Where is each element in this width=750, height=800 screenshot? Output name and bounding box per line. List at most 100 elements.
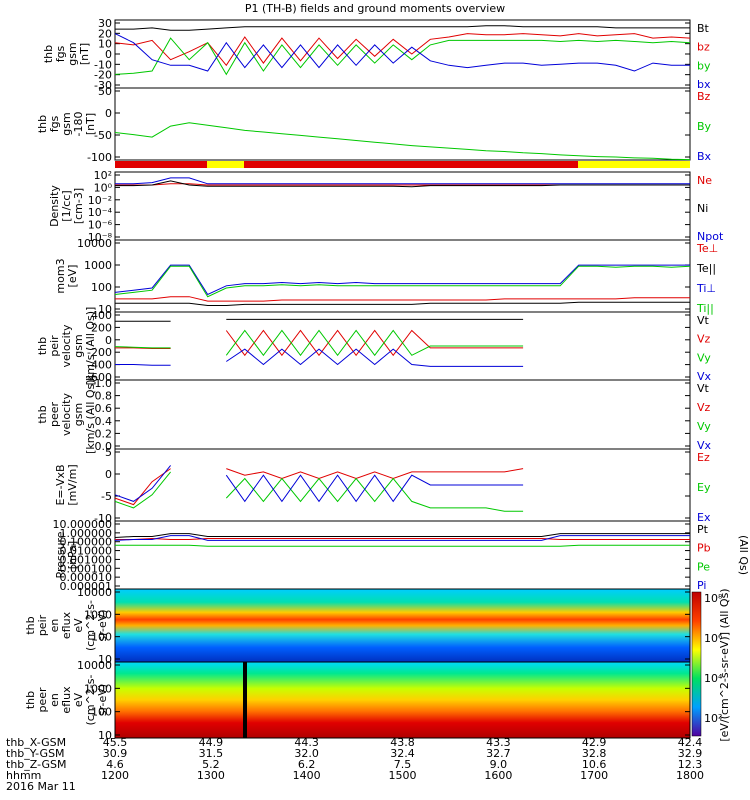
y-tick-label: 10.000000 <box>53 518 113 531</box>
series-line <box>114 37 691 76</box>
legend-entry: Pi <box>697 579 706 592</box>
legend-entry: Te⊥ <box>696 242 718 255</box>
y-axis-label: [nT] <box>78 43 91 65</box>
series-line <box>115 25 690 31</box>
ephemeris-value: 1500 <box>389 769 417 782</box>
panel-8: 10.0000001.0000000.1000000.0100000.00100… <box>53 518 750 593</box>
y-tick-label: 0 <box>105 468 112 481</box>
panel-frame <box>114 311 691 381</box>
ephemeris-table: thb_X-GSM 45.5 44.9 44.3 43.8 43.3 42.9 42.4 thb… <box>6 736 704 793</box>
ephemeris-value: 7.5 <box>394 758 412 771</box>
ephemeris-value: 32.8 <box>582 747 607 760</box>
y-tick-label: 0.000001 <box>60 580 113 593</box>
y-axis-label: eV <box>72 692 85 707</box>
y-axis-label: thb <box>24 691 37 709</box>
y-axis-label: Density <box>48 185 61 227</box>
ephemeris-value: 12.3 <box>678 758 703 771</box>
ephemeris-value: 1300 <box>197 769 225 782</box>
y-axis-label: gsm <box>72 334 85 357</box>
y-axis-label: fgs <box>48 115 61 132</box>
y-tick-label: 100 <box>91 631 112 644</box>
y-axis-label: en <box>48 619 61 633</box>
y-axis-label: eflux <box>60 611 73 639</box>
series-line <box>115 348 524 367</box>
ephemeris-value: 44.9 <box>199 736 224 749</box>
data-gap-marker <box>243 662 247 738</box>
y-axis-label: thb <box>24 616 37 634</box>
y-tick-label: 10000 <box>77 659 112 672</box>
panel-frame <box>114 19 691 89</box>
ephemeris-value: 1400 <box>293 769 321 782</box>
panel-4: 10000 1000 100 10 mom3 [eV] Te⊥ Te|| Ti⊥ Ti|| <box>54 237 718 316</box>
series-line <box>115 296 690 302</box>
plot-title: P1 (TH-B) fields and ground moments over… <box>245 2 505 15</box>
legend-entry: Vt <box>697 382 710 395</box>
y-axis-label: thb <box>36 115 49 133</box>
panel-frame <box>114 379 691 450</box>
y-tick-label: -600 <box>87 371 112 384</box>
y-tick-label: -10 <box>94 512 112 525</box>
legend-entry: Npot <box>697 230 724 243</box>
y-tick-label: 10⁻⁸ <box>88 231 113 244</box>
series-line <box>114 533 690 538</box>
series-line <box>115 329 524 357</box>
series-line <box>114 465 524 503</box>
mode-bar-segment <box>578 161 690 168</box>
y-tick-label: -5 <box>101 490 112 503</box>
y-axis-label: peir <box>48 335 61 357</box>
y-tick-label: 1000 <box>84 682 112 695</box>
legend-entry: Pt <box>697 523 709 536</box>
y-axis-label: E=-VxB <box>54 464 67 505</box>
y-axis-label: sr-eV) <box>96 609 109 641</box>
legend-entry: Ey <box>697 481 711 494</box>
series-line <box>115 544 690 547</box>
y-tick-label: 10 <box>98 303 112 316</box>
y-axis-label: eflux <box>60 686 73 714</box>
y-tick-label: -100 <box>87 151 112 164</box>
ephemeris-row-label: hhmm <box>6 769 41 782</box>
y-axis-label: [nT] <box>84 113 97 135</box>
y-tick-label: 10 <box>98 653 112 666</box>
ephemeris-value: 42.4 <box>678 736 703 749</box>
y-tick-label: 0.000100 <box>60 562 113 575</box>
legend-entry: Ex <box>697 511 711 524</box>
series-line <box>114 33 690 72</box>
y-tick-label: 1.0 <box>95 377 113 390</box>
y-axis-label: sr-eV) <box>96 684 109 716</box>
y-tick-label: -400 <box>87 359 112 372</box>
y-tick-label: 100 <box>91 281 112 294</box>
y-axis-label: thb <box>36 337 49 355</box>
ephemeris-value: 1600 <box>484 769 512 782</box>
y-tick-label: 0.0 <box>95 440 113 453</box>
colorbar-label: [eV/(cm^2-s-sr-eV)] (All Qs) <box>718 588 731 741</box>
date-label: 2016 Mar 11 <box>6 780 76 793</box>
spectrogram <box>115 589 690 662</box>
series-line <box>114 33 691 67</box>
y-axis-label: [mV/m] <box>66 464 79 505</box>
y-tick-label: 1000 <box>84 608 112 621</box>
ephemeris-value: 32.4 <box>390 747 415 760</box>
legend-note: (All Qs) <box>737 535 750 575</box>
ephemeris-value: 4.6 <box>106 758 124 771</box>
y-axis-label: gsm <box>72 403 85 426</box>
legend-entry: bx <box>697 78 711 91</box>
y-axis-label: velocity <box>60 324 73 367</box>
y-tick-label: 10⁻⁴ <box>88 206 113 219</box>
series-line <box>115 180 690 188</box>
y-tick-label: -20 <box>94 69 112 82</box>
panel-2: 50 0 -50 -100 thb fgs gsm -180 [nT] Bz By Bx <box>36 85 712 164</box>
ephemeris-value: 45.5 <box>103 736 128 749</box>
y-axis-label: gsm <box>60 112 73 135</box>
y-tick-label: 0.4 <box>95 415 113 428</box>
legend-entry: Ti⊥ <box>696 282 716 295</box>
y-tick-label: 1.000000 <box>60 527 113 540</box>
y-tick-label: 0.010000 <box>60 545 113 558</box>
y-tick-label: 0 <box>105 334 112 347</box>
y-tick-label: 0.6 <box>95 402 113 415</box>
spectrogram <box>115 662 690 738</box>
y-tick-label: 10 <box>98 729 112 742</box>
y-tick-label: 400 <box>91 309 112 322</box>
